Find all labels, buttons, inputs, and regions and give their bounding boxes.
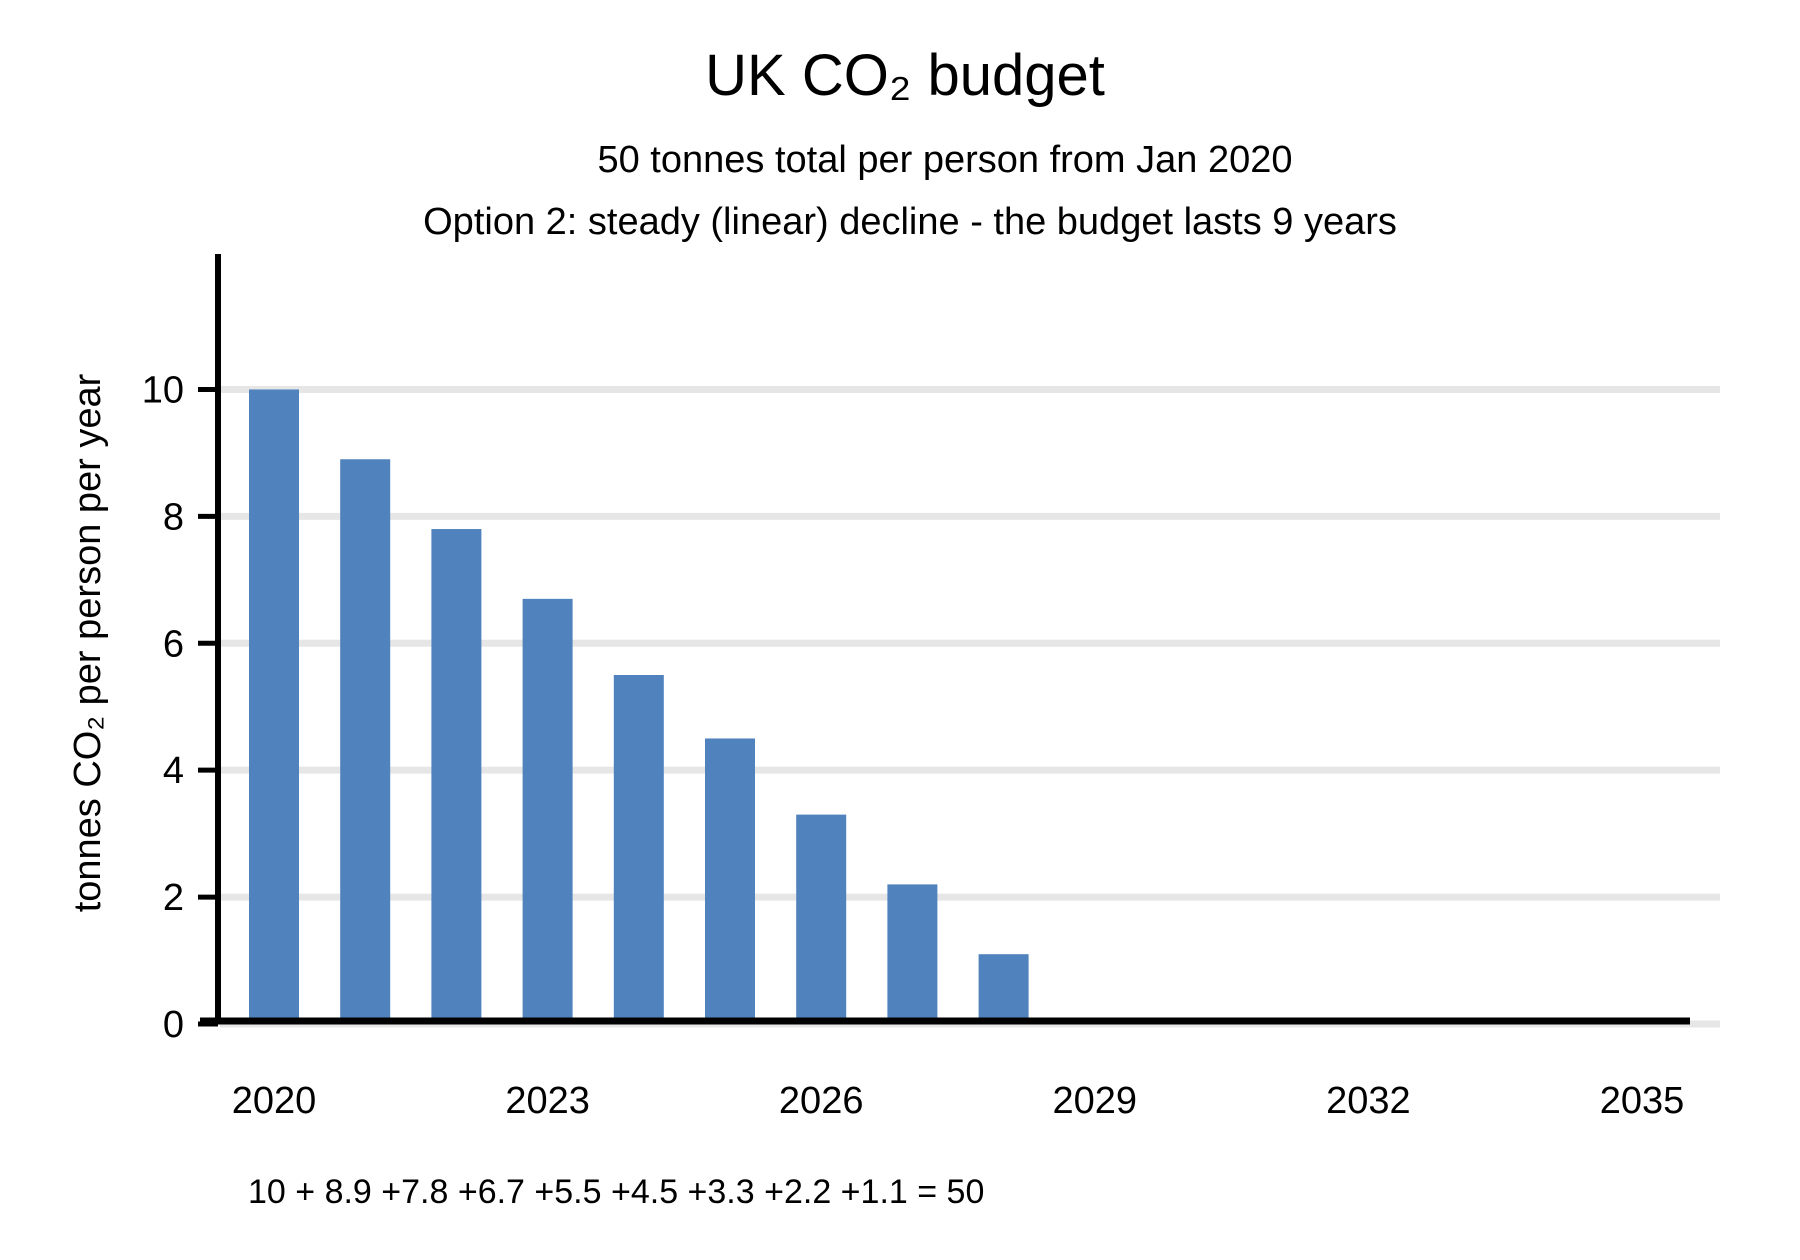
x-tick-label: 2026 (779, 1080, 864, 1122)
x-tick-label: 2032 (1326, 1080, 1411, 1122)
chart-title: UK CO₂ budget (705, 43, 1105, 108)
bar-2022 (431, 529, 482, 1024)
chart-subtitle-line-1: 50 tonnes total per person from Jan 2020 (597, 139, 1292, 181)
y-tick-label: 4 (163, 750, 184, 792)
x-tick-label: 2023 (505, 1080, 590, 1122)
x-tick-label: 2020 (232, 1080, 317, 1122)
bar-2026 (796, 814, 847, 1024)
x-axis-ticks: 2020 2023 2026 2029 2032 2035 (232, 1080, 1685, 1122)
bar-2025 (705, 738, 755, 1024)
y-tick-label: 10 (142, 369, 184, 411)
y-tick-label: 6 (163, 623, 184, 665)
bar-2021 (340, 459, 391, 1025)
bar-2024 (613, 675, 664, 1024)
bar-2028 (978, 954, 1029, 1024)
y-tick-label: 8 (163, 496, 184, 538)
bar-2023 (522, 598, 573, 1024)
bars (249, 389, 1029, 1025)
y-axis-ticks: 0 2 4 6 8 10 (142, 369, 218, 1046)
y-axis-label: tonnes CO₂ per person per year (67, 373, 109, 912)
y-tick-label: 2 (163, 877, 184, 919)
y-tick-label: 0 (163, 1004, 184, 1046)
sum-annotation: 10 + 8.9 +7.8 +6.7 +5.5 +4.5 +3.3 +2.2 +… (248, 1173, 984, 1211)
bar-2027 (887, 884, 938, 1024)
x-tick-label: 2035 (1600, 1080, 1685, 1122)
x-tick-label: 2029 (1053, 1080, 1138, 1122)
chart-subtitle-line-2: Option 2: steady (linear) decline - the … (423, 201, 1397, 243)
bar-2020 (249, 389, 299, 1024)
